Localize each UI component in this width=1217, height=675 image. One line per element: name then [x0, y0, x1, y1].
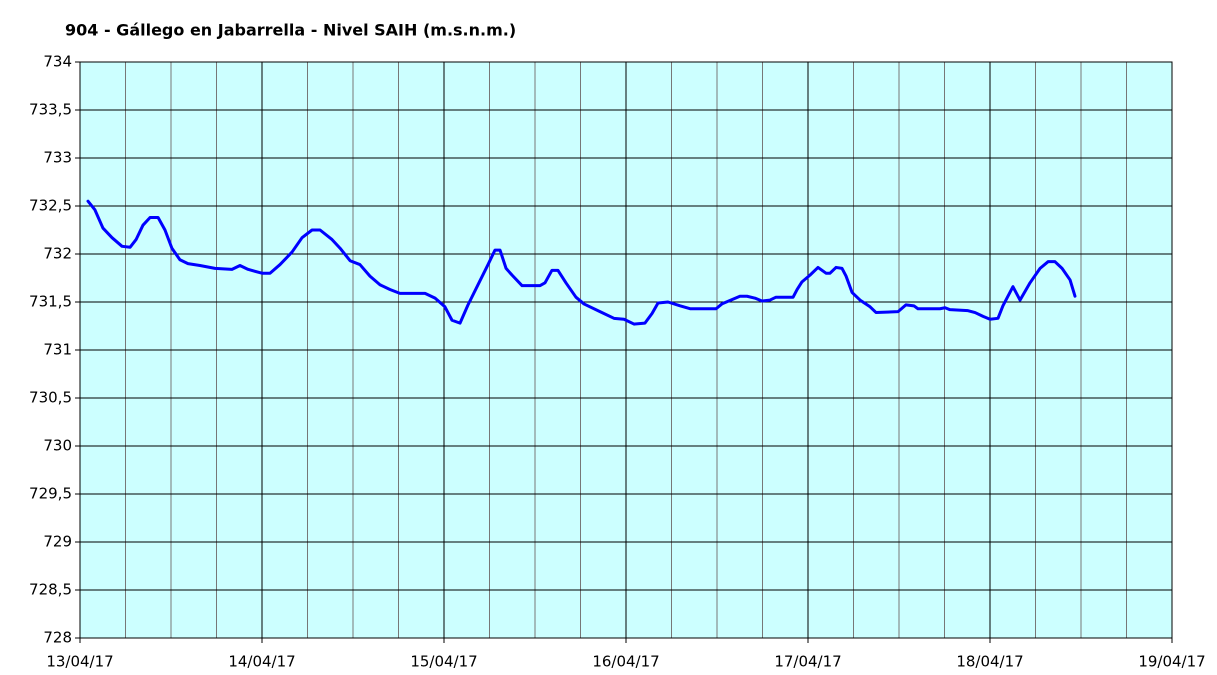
y-tick-label: 729,5: [29, 485, 72, 503]
y-tick-label: 733: [43, 149, 72, 167]
y-tick-label: 730,5: [29, 389, 72, 407]
x-tick-label: 19/04/17: [1138, 653, 1205, 671]
y-tick-label: 732,5: [29, 197, 72, 215]
y-tick-label: 731: [43, 341, 72, 359]
y-tick-label: 730: [43, 437, 72, 455]
y-tick-label: 732: [43, 245, 72, 263]
x-tick-label: 17/04/17: [774, 653, 841, 671]
chart-title: 904 - Gállego en Jabarrella - Nivel SAIH…: [65, 21, 516, 40]
y-tick-label: 734: [43, 53, 72, 71]
data-line: [86, 199, 1077, 326]
y-tick-label: 733,5: [29, 101, 72, 119]
y-tick-label: 731,5: [29, 293, 72, 311]
plot-border: [79, 61, 1173, 639]
y-tick-label: 728,5: [29, 581, 72, 599]
x-tick-label: 16/04/17: [592, 653, 659, 671]
x-tick-label: 14/04/17: [228, 653, 295, 671]
y-tick-label: 729: [43, 533, 72, 551]
x-tick-label: 13/04/17: [46, 653, 113, 671]
x-tick-label: 15/04/17: [410, 653, 477, 671]
x-tick-label: 18/04/17: [956, 653, 1023, 671]
y-tick-label: 728: [43, 629, 72, 647]
